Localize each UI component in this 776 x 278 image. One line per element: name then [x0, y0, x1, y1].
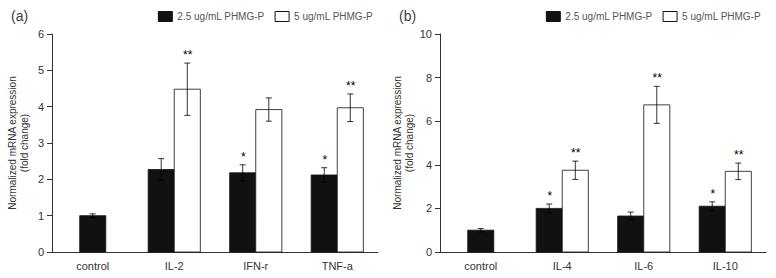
svg-text:6: 6 — [426, 115, 432, 127]
svg-text:6: 6 — [38, 28, 44, 40]
svg-text:**: ** — [652, 71, 662, 85]
svg-text:5 ug/mL PHMG-P: 5 ug/mL PHMG-P — [294, 11, 373, 22]
svg-text:*: * — [547, 189, 552, 203]
svg-text:5: 5 — [38, 64, 44, 76]
svg-text:IL-2: IL-2 — [165, 260, 184, 272]
svg-text:*: * — [322, 153, 327, 167]
svg-text:IFN-r: IFN-r — [243, 260, 268, 272]
svg-text:IL-4: IL-4 — [553, 260, 572, 272]
svg-text:TNF-a: TNF-a — [322, 260, 354, 272]
svg-text:(fold change): (fold change) — [404, 114, 415, 172]
svg-text:1: 1 — [38, 210, 44, 222]
svg-text:IL-6: IL-6 — [634, 260, 653, 272]
svg-text:(a): (a) — [11, 8, 28, 24]
svg-text:Normalized mRNA expression: Normalized mRNA expression — [7, 76, 18, 209]
svg-text:**: ** — [346, 79, 356, 93]
svg-text:0: 0 — [426, 246, 432, 258]
svg-text:0: 0 — [38, 246, 44, 258]
svg-text:(b): (b) — [399, 8, 416, 24]
svg-text:**: ** — [571, 146, 581, 160]
svg-text:4: 4 — [38, 101, 44, 113]
svg-text:IL-10: IL-10 — [713, 260, 738, 272]
svg-text:2: 2 — [38, 173, 44, 185]
svg-text:8: 8 — [426, 72, 432, 84]
svg-text:2: 2 — [426, 202, 432, 214]
svg-text:5 ug/mL PHMG-P: 5 ug/mL PHMG-P — [682, 11, 761, 22]
svg-text:2.5 ug/mL PHMG-P: 2.5 ug/mL PHMG-P — [565, 11, 652, 22]
svg-text:2.5 ug/mL PHMG-P: 2.5 ug/mL PHMG-P — [177, 11, 264, 22]
svg-text:**: ** — [183, 48, 193, 62]
svg-text:*: * — [710, 187, 715, 201]
svg-text:10: 10 — [420, 28, 432, 40]
svg-text:4: 4 — [426, 159, 432, 171]
svg-text:*: * — [240, 150, 245, 164]
svg-text:3: 3 — [38, 137, 44, 149]
svg-text:Normalized mRNA expression: Normalized mRNA expression — [392, 76, 403, 209]
svg-text:**: ** — [734, 148, 744, 162]
svg-text:(fold change): (fold change) — [19, 114, 30, 172]
svg-text:control: control — [76, 260, 109, 272]
svg-text:control: control — [464, 260, 497, 272]
